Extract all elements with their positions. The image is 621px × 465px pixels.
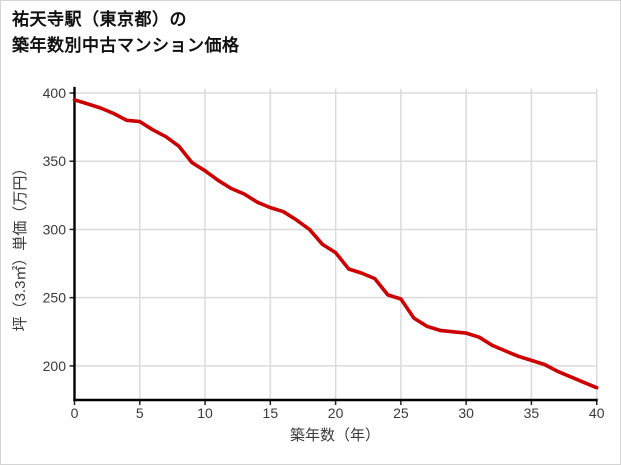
x-axis-label: 築年数（年）: [290, 426, 380, 444]
x-tick-label: 15: [263, 405, 279, 421]
data-series: [72, 98, 599, 390]
tick-labels: 0 5 10 15 20 25 30 35 40 200 250 300 350 400: [43, 85, 605, 421]
y-axis-label: 坪（3.3㎡）単価（万円）: [12, 161, 29, 332]
x-tick-label: 20: [328, 405, 344, 421]
x-tick-label: 40: [589, 405, 605, 421]
x-tick-label: 10: [197, 405, 213, 421]
y-tick-label: 200: [43, 358, 67, 374]
price-line: [72, 98, 599, 390]
y-tick-label: 350: [43, 153, 67, 169]
x-tick-label: 5: [136, 405, 144, 421]
chart-title-line1: 祐天寺駅（東京都）の: [12, 10, 187, 29]
axis-spines: [73, 86, 598, 402]
y-tick-label: 300: [43, 221, 67, 237]
x-tick-label: 30: [458, 405, 474, 421]
x-tick-label: 0: [71, 405, 79, 421]
y-tick-label: 400: [43, 85, 67, 101]
chart-title: 祐天寺駅（東京都）の 築年数別中古マンション価格: [12, 7, 240, 59]
gridlines: [73, 88, 598, 400]
y-tick-label: 250: [43, 290, 67, 306]
chart-title-line2: 築年数別中古マンション価格: [12, 36, 240, 55]
x-tick-label: 35: [524, 405, 540, 421]
x-tick-label: 25: [393, 405, 409, 421]
